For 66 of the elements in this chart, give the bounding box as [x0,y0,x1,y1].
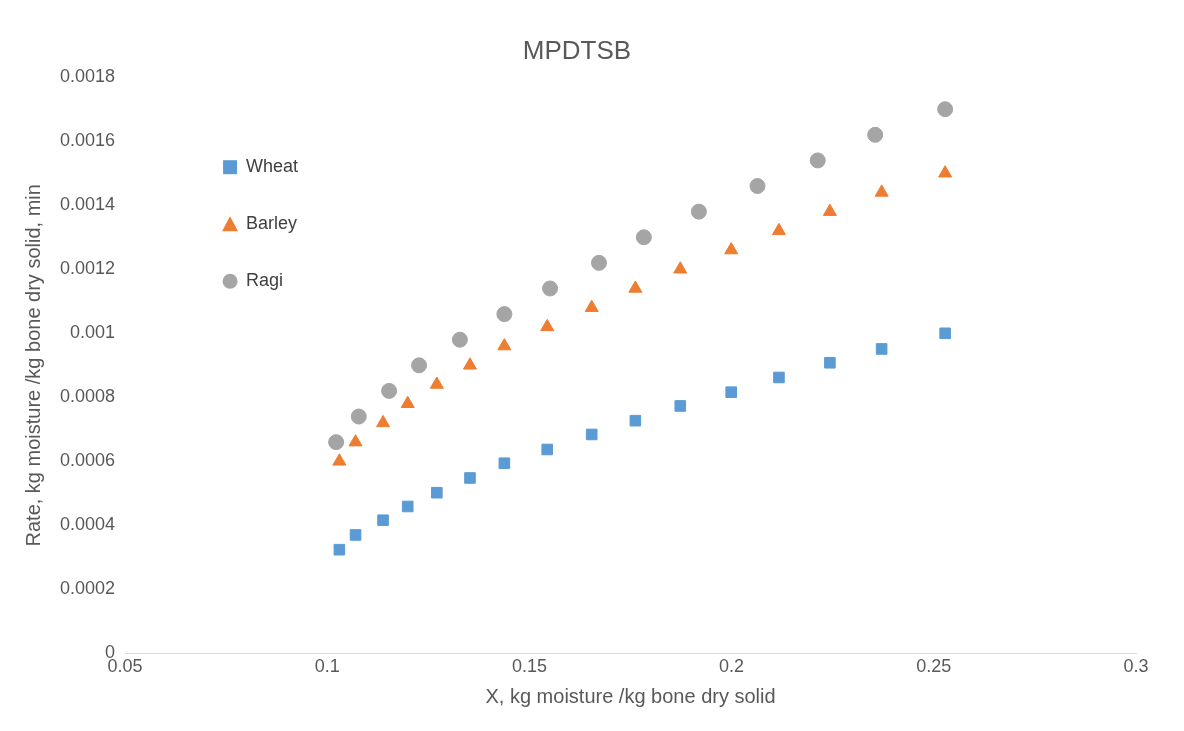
x-tick-label: 0.2 [719,656,745,677]
y-tick-label: 0.0018 [59,66,116,87]
point [749,178,766,195]
point [584,299,599,312]
point [690,203,707,220]
point [673,261,688,274]
x-tick-label: 0.1 [314,656,340,677]
point [451,331,468,348]
point [585,428,598,441]
point [773,371,785,384]
y-axis-title: Rate, kg moisture /kg bone dry solid, min [21,184,44,547]
y-tick-label: 0.0014 [59,194,116,215]
y-tick-label: 0.0012 [59,258,116,279]
y-tick-label: 0.0008 [59,386,116,407]
point [824,356,836,369]
y-tick-label: 0.0006 [59,450,116,471]
point [939,327,951,340]
point [496,306,513,323]
point [628,280,643,293]
point [674,400,687,412]
point [350,408,367,425]
point [401,500,414,513]
point [590,254,607,271]
point [938,165,953,178]
point [629,414,642,427]
x-tick-label: 0.25 [916,656,952,677]
point [542,280,559,297]
chart-title: MPDTSB [522,34,632,65]
point [400,395,415,408]
legend-label: Barley [246,213,298,234]
point [635,229,652,246]
point [333,543,346,556]
point [874,184,889,197]
legend-label: Wheat [246,156,299,177]
point [771,222,786,236]
point [937,101,954,118]
point [497,338,512,351]
x-tick-label: 0.3 [1123,656,1149,677]
point [377,514,389,527]
point [381,382,398,399]
x-axis-title: X, kg moisture /kg bone dry solid [485,684,776,707]
point [464,472,476,484]
point [809,152,826,169]
point [349,529,362,541]
point [541,443,554,456]
point [376,414,391,428]
point [332,453,347,466]
point [875,343,888,355]
point [411,357,428,374]
point [822,203,837,216]
y-tick-label: 0.0016 [59,130,116,151]
x-tick-label: 0.15 [511,656,547,677]
point [348,434,363,447]
point [724,242,739,255]
point [429,376,444,389]
point [540,318,555,332]
point [725,386,738,398]
point [328,434,345,451]
point [462,357,477,370]
y-tick-label: 0.0004 [59,514,116,535]
point [431,486,443,499]
point [498,457,511,470]
legend-label: Ragi [246,270,284,291]
point [867,126,884,143]
y-tick-label: 0.0002 [59,578,116,599]
y-tick-label: 0.001 [70,322,116,343]
